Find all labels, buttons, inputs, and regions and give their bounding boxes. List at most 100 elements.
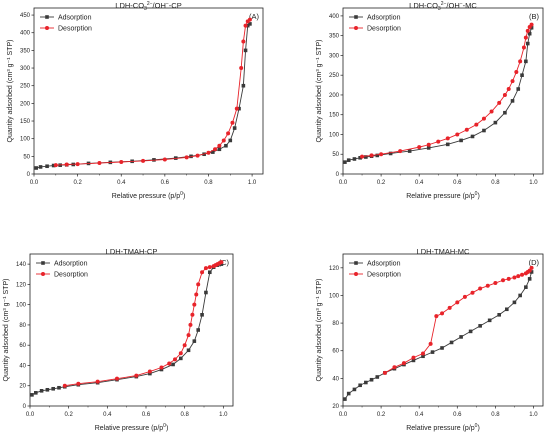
y-axis-label: Quantity adsorbed (cm³ g⁻¹ STP) (3, 279, 10, 382)
data-point (520, 272, 525, 277)
y-tick-label: 50 (332, 152, 339, 158)
data-point (430, 350, 435, 354)
data-point (62, 383, 67, 388)
y-tick-label: 120 (329, 266, 340, 272)
legend-marker (45, 26, 49, 30)
data-point (194, 292, 199, 297)
x-tick-label: 0.4 (103, 412, 112, 418)
data-point (195, 153, 200, 158)
x-tick-label: 0.6 (453, 412, 462, 418)
data-point (228, 138, 233, 143)
data-point (529, 25, 534, 30)
data-point (343, 160, 347, 164)
data-point (206, 150, 211, 155)
data-point (226, 131, 231, 136)
data-point (520, 73, 524, 77)
data-point (245, 19, 250, 24)
data-point (421, 351, 425, 356)
data-point (445, 136, 450, 141)
data-point (516, 274, 521, 279)
title-sub: 3 (438, 6, 441, 12)
data-point (462, 294, 467, 299)
data-point (192, 302, 197, 307)
data-point (57, 385, 61, 390)
data-point (527, 31, 532, 36)
data-point (34, 166, 38, 170)
y-tick-label: 350 (20, 48, 31, 54)
data-point (53, 163, 58, 168)
data-point (159, 367, 164, 372)
x-tick-label: 0.6 (142, 412, 151, 418)
y-tick-label: 40 (332, 376, 339, 382)
panel-label: (A) (249, 12, 260, 21)
x-tick-label: 1.0 (529, 412, 538, 418)
y-tick-label: 0 (23, 404, 27, 410)
data-point (45, 387, 50, 392)
data-point (468, 329, 473, 334)
y-tick-label: 450 (20, 13, 31, 19)
series-line-desorption (64, 261, 222, 387)
data-point (241, 83, 246, 88)
chart-title: LDH-CO32−/OH−-CP (115, 1, 181, 12)
data-point (173, 357, 177, 362)
title-end: -MC (463, 1, 478, 10)
data-point (51, 163, 56, 168)
data-point (76, 381, 81, 386)
data-point (200, 270, 205, 275)
data-point (186, 348, 191, 353)
data-point (232, 126, 237, 130)
data-point (440, 346, 444, 350)
data-point (493, 281, 498, 286)
title-sub: 3 (144, 6, 147, 12)
y-axis-label: Quantity adsorbed (cm³ g⁻¹ STP) (316, 279, 323, 382)
data-point (243, 48, 248, 53)
data-point (217, 143, 222, 148)
data-point (148, 371, 152, 376)
data-point (502, 92, 507, 97)
y-tick-label: 20 (332, 404, 339, 410)
data-point (501, 278, 505, 283)
data-point (516, 87, 521, 91)
x-tick-label: 1.0 (248, 180, 257, 186)
y-tick-label: 20 (19, 384, 26, 390)
x-tick-label: 0.8 (491, 412, 500, 418)
x-axis-label: Relative pressure (p/p0) (112, 191, 186, 200)
data-point (190, 312, 195, 317)
data-point (230, 120, 235, 125)
data-point (364, 380, 368, 385)
x-tick-label: 0.8 (180, 412, 189, 418)
data-point (358, 155, 362, 160)
x-tick-label: 0.8 (491, 180, 500, 186)
data-point (243, 23, 248, 28)
legend-label: Desorption (367, 26, 401, 33)
data-point (245, 23, 250, 28)
data-point (364, 155, 368, 159)
data-point (346, 391, 351, 396)
panel-label: (C) (219, 258, 230, 267)
y-tick-label: 300 (20, 66, 31, 72)
title-tail: /OH (153, 1, 166, 10)
data-point (505, 307, 509, 312)
series-line-desorption (55, 19, 251, 166)
x-tick-label: 0.4 (117, 180, 126, 186)
data-point (512, 275, 517, 280)
x-tick-label: 0.4 (415, 412, 424, 418)
chart-title: LDH-TMAH-CP (106, 247, 158, 256)
title-sup: 2− (147, 1, 153, 7)
x-tick-label: 1.0 (219, 412, 228, 418)
y-tick-label: 300 (329, 53, 340, 59)
data-point (45, 164, 49, 169)
data-point (527, 277, 532, 281)
data-point (182, 343, 187, 348)
data-point (445, 142, 450, 147)
x-tick-label: 0.0 (339, 180, 348, 186)
data-point (186, 333, 191, 338)
y-tick-label: 60 (332, 349, 339, 355)
data-point (34, 391, 38, 395)
data-point (203, 266, 208, 271)
data-point (529, 270, 534, 274)
data-point (358, 383, 362, 388)
data-point (487, 318, 492, 323)
data-point (436, 139, 441, 144)
data-point (455, 132, 460, 137)
